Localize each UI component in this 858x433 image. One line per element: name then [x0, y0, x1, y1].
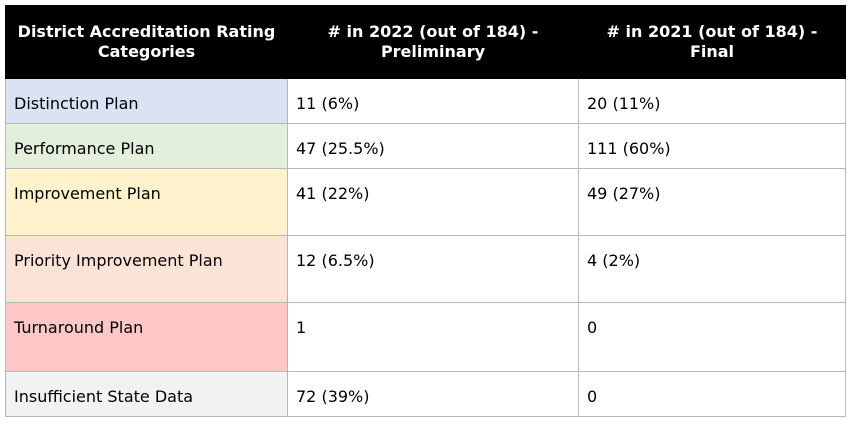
header-2021: # in 2021 (out of 184) - Final [578, 5, 846, 79]
value-2021-cell: 0 [578, 302, 846, 372]
header-category: District Accreditation Rating Categories [5, 5, 288, 79]
table-row: Turnaround Plan 1 0 [5, 302, 846, 372]
value-2021-cell: 4 (2%) [578, 235, 846, 303]
table-row: Distinction Plan 11 (6%) 20 (11%) [5, 78, 846, 124]
value-2021-cell: 111 (60%) [578, 123, 846, 169]
value-2022-cell: 72 (39%) [287, 371, 579, 417]
table-row: Improvement Plan 41 (22%) 49 (27%) [5, 168, 846, 236]
accreditation-table: District Accreditation Rating Categories… [5, 5, 846, 417]
table-row: Priority Improvement Plan 12 (6.5%) 4 (2… [5, 235, 846, 303]
table-row: Insufficient State Data 72 (39%) 0 [5, 371, 846, 417]
value-2021-cell: 20 (11%) [578, 78, 846, 124]
table-row: Performance Plan 47 (25.5%) 111 (60%) [5, 123, 846, 169]
header-row: District Accreditation Rating Categories… [5, 5, 846, 79]
value-2022-cell: 12 (6.5%) [287, 235, 579, 303]
value-2022-cell: 1 [287, 302, 579, 372]
header-2022: # in 2022 (out of 184) - Preliminary [287, 5, 579, 79]
category-cell: Insufficient State Data [5, 371, 288, 417]
value-2022-cell: 41 (22%) [287, 168, 579, 236]
category-cell: Turnaround Plan [5, 302, 288, 372]
value-2021-cell: 0 [578, 371, 846, 417]
category-cell: Improvement Plan [5, 168, 288, 236]
category-cell: Performance Plan [5, 123, 288, 169]
category-cell: Distinction Plan [5, 78, 288, 124]
category-cell: Priority Improvement Plan [5, 235, 288, 303]
value-2021-cell: 49 (27%) [578, 168, 846, 236]
value-2022-cell: 11 (6%) [287, 78, 579, 124]
value-2022-cell: 47 (25.5%) [287, 123, 579, 169]
accreditation-table-container: District Accreditation Rating Categories… [5, 5, 846, 417]
